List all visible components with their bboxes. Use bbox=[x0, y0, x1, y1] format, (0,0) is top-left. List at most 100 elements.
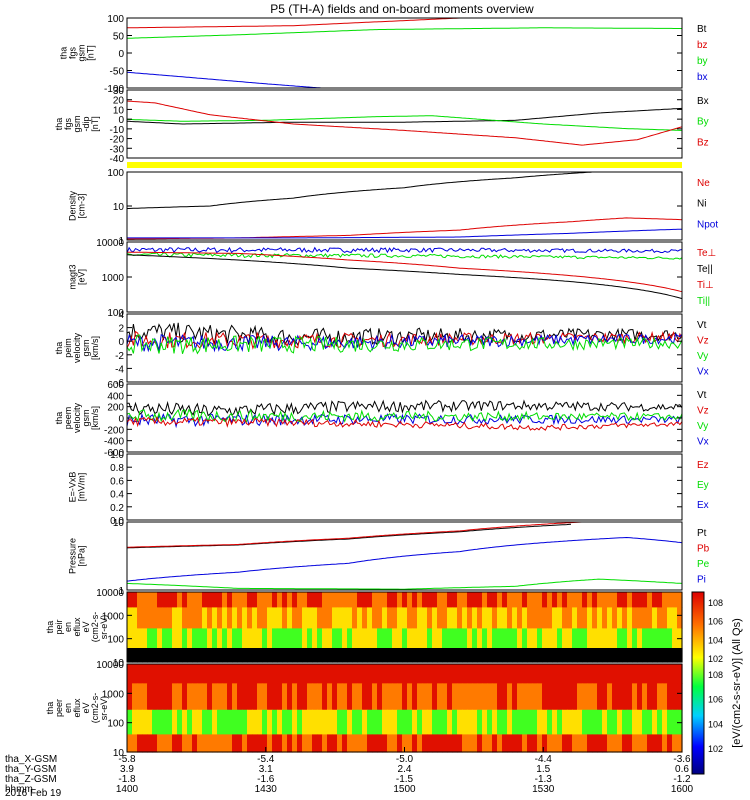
heatmap-cell bbox=[197, 734, 203, 753]
heatmap-cell bbox=[407, 592, 413, 608]
heatmap-cell bbox=[337, 734, 343, 753]
heatmap-cell bbox=[572, 734, 578, 753]
heatmap-cell bbox=[242, 734, 248, 753]
colorbar-gradient bbox=[691, 591, 705, 775]
heatmap-cell bbox=[637, 648, 643, 663]
heatmap-cell bbox=[517, 709, 523, 735]
heatmap-cell bbox=[627, 607, 633, 629]
heatmap-cell bbox=[497, 628, 503, 649]
y-tick-label: -6 bbox=[115, 378, 124, 389]
heatmap-cell bbox=[337, 664, 343, 684]
heatmap-cell bbox=[627, 648, 633, 663]
heatmap-cell bbox=[362, 664, 368, 684]
heatmap-cell bbox=[517, 592, 523, 608]
heatmap-cell bbox=[517, 734, 523, 753]
heatmap-cell bbox=[482, 648, 488, 663]
legend-entry: Pi bbox=[697, 575, 706, 586]
heatmap-cell bbox=[472, 664, 478, 684]
heatmap-cell bbox=[472, 648, 478, 663]
y-axis-label: [eV] bbox=[77, 269, 87, 285]
heatmap-cell bbox=[392, 664, 398, 684]
heatmap-cell bbox=[297, 628, 303, 649]
heatmap-cell bbox=[282, 709, 288, 735]
y-axis-label: velocity bbox=[72, 402, 82, 433]
heatmap-cell bbox=[357, 683, 363, 711]
heatmap-cell bbox=[577, 734, 583, 753]
heatmap-cell bbox=[507, 607, 513, 629]
heatmap-cell bbox=[597, 664, 603, 684]
y-tick-label: 10 bbox=[113, 105, 125, 116]
heatmap-cell bbox=[397, 592, 403, 608]
heatmap-cell bbox=[137, 709, 143, 735]
y-axis-label: tha bbox=[45, 702, 55, 715]
heatmap-cell bbox=[237, 628, 243, 649]
series-line-3 bbox=[126, 416, 683, 431]
heatmap-cell bbox=[307, 664, 313, 684]
heatmap-cell bbox=[422, 709, 428, 735]
y-axis-label: tha bbox=[59, 47, 69, 60]
heatmap-cell bbox=[212, 709, 218, 735]
legend-entry: Vt bbox=[697, 320, 707, 331]
heatmap-cell bbox=[622, 734, 628, 753]
heatmap-cell bbox=[622, 628, 628, 649]
heatmap-cell bbox=[287, 664, 293, 684]
legend-entry: Ez bbox=[697, 460, 709, 471]
heatmap-cell bbox=[232, 683, 238, 711]
panel-p7: 1.0 0.8 0.6 0.4 0.2 0.0 E=-VxB [mV/m] Ez Ey Ex bbox=[68, 450, 709, 527]
heatmap-cell bbox=[212, 683, 218, 711]
heatmap-cell bbox=[457, 709, 463, 735]
heatmap-cell bbox=[377, 734, 383, 753]
heatmap-cell bbox=[217, 592, 223, 608]
heatmap-cell bbox=[247, 628, 253, 649]
heatmap-cell bbox=[272, 592, 278, 608]
heatmap-cell bbox=[202, 664, 208, 684]
heatmap-cell bbox=[562, 734, 568, 753]
y-tick-label: 1.0 bbox=[110, 450, 124, 461]
heatmap-cell bbox=[492, 648, 498, 663]
heatmap-cell bbox=[492, 709, 498, 735]
heatmap-cell bbox=[352, 648, 358, 663]
heatmap-cell bbox=[257, 607, 263, 629]
heatmap-cell bbox=[437, 648, 443, 663]
heatmap-cell bbox=[362, 592, 368, 608]
y-tick-label: -400 bbox=[104, 437, 124, 448]
heatmap-cell bbox=[332, 734, 338, 753]
heatmap-cell bbox=[542, 683, 548, 711]
heatmap-cell bbox=[422, 683, 428, 711]
heatmap-cell bbox=[507, 709, 513, 735]
heatmap-cell bbox=[572, 648, 578, 663]
heatmap-cell bbox=[372, 734, 378, 753]
heatmap-cell bbox=[262, 628, 268, 649]
heatmap-cell bbox=[532, 709, 538, 735]
heatmap-cell bbox=[542, 592, 548, 608]
heatmap-cell bbox=[262, 683, 268, 711]
heatmap-cell bbox=[612, 734, 618, 753]
heatmap-cell bbox=[407, 709, 413, 735]
heatmap-cell bbox=[342, 628, 348, 649]
heatmap-cell bbox=[467, 683, 473, 711]
heatmap-cell bbox=[402, 607, 408, 629]
heatmap-cell bbox=[437, 734, 443, 753]
heatmap-cell bbox=[672, 648, 678, 663]
heatmap-cell bbox=[647, 664, 653, 684]
heatmap-cell bbox=[142, 683, 148, 711]
y-tick-label: -200 bbox=[104, 425, 124, 436]
heatmap-cell bbox=[397, 664, 403, 684]
heatmap-cell bbox=[407, 628, 413, 649]
heatmap-cell bbox=[592, 734, 598, 753]
heatmap-cell bbox=[162, 683, 168, 711]
heatmap-cell bbox=[152, 628, 158, 649]
heatmap-cell bbox=[507, 664, 513, 684]
heatmap-cell bbox=[562, 664, 568, 684]
heatmap-cell bbox=[602, 709, 608, 735]
heatmap-cell bbox=[342, 683, 348, 711]
heatmap-cell bbox=[217, 709, 223, 735]
colorbar-tick-label: 108 bbox=[708, 670, 723, 680]
heatmap-cell bbox=[157, 607, 163, 629]
heatmap-cell bbox=[212, 664, 218, 684]
y-axis-label: sr-eV) bbox=[99, 615, 109, 640]
heatmap-cell bbox=[397, 628, 403, 649]
heatmap-cell bbox=[282, 607, 288, 629]
heatmap-cell bbox=[242, 648, 248, 663]
heatmap-cell bbox=[142, 709, 148, 735]
